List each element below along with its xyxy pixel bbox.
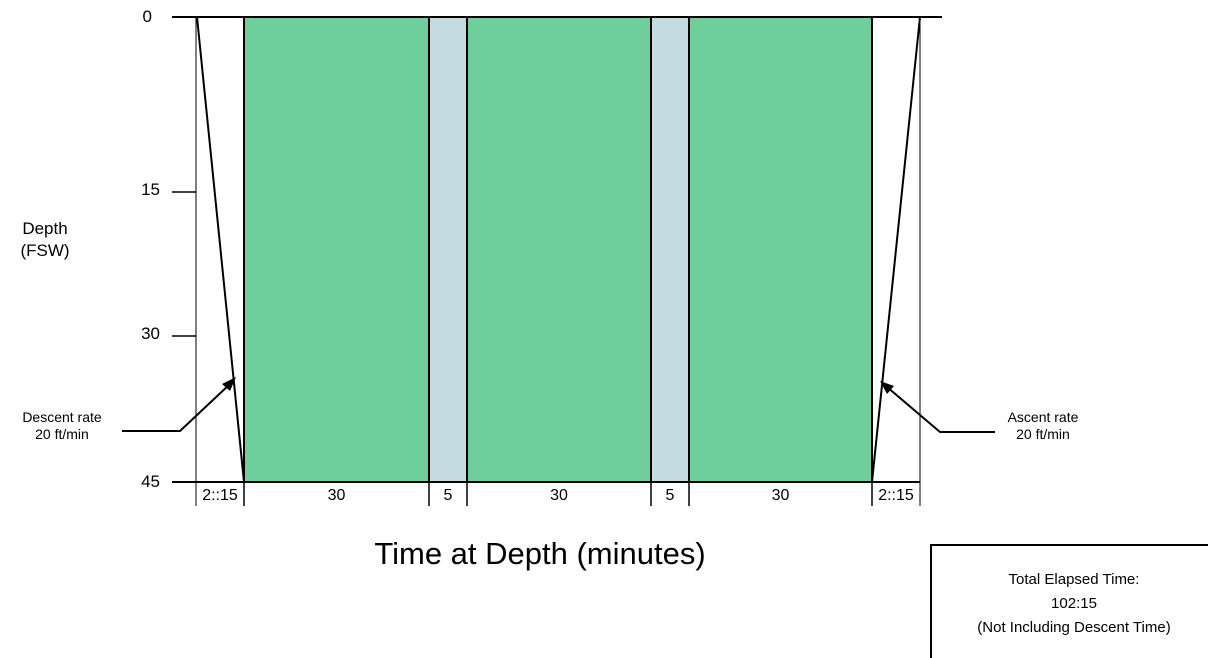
- descent-rate-note: Descent rate 20 ft/min: [2, 409, 122, 443]
- y-axis-label-line2: (FSW): [20, 241, 70, 260]
- summary-line2: 102:15: [1051, 595, 1097, 612]
- ascent-arrowhead: [880, 381, 894, 394]
- ascent-rate-line2: 20 ft/min: [1016, 426, 1070, 442]
- x-axis-label: Time at Depth (minutes): [374, 536, 706, 571]
- ascent-line: [871, 16, 921, 483]
- y-tick-label: 0: [142, 7, 152, 26]
- segment-label-ascent: 2::15: [878, 487, 914, 504]
- total-elapsed-time-box: Total Elapsed Time: 102:15 (Not Includin…: [930, 544, 1208, 658]
- summary-line1: Total Elapsed Time:: [1008, 571, 1140, 588]
- ascent-rate-note: Ascent rate 20 ft/min: [988, 409, 1098, 443]
- segment-label-descent: 2::15: [202, 487, 238, 504]
- ascent-arrow: [886, 386, 995, 433]
- y-tick-label: 45: [141, 472, 160, 491]
- break-block-2: [650, 16, 690, 483]
- y-axis-label-line1: Depth: [22, 219, 68, 238]
- descent-rate-line2: 20 ft/min: [35, 426, 89, 442]
- ascent-rate-line1: Ascent rate: [1007, 409, 1079, 425]
- segment-label-bottom: 30: [771, 487, 790, 504]
- summary-line3: (Not Including Descent Time): [977, 619, 1171, 636]
- y-axis-label: Depth (FSW): [0, 218, 90, 262]
- y-tick-label: 30: [141, 324, 160, 343]
- y-tick-label: 15: [141, 180, 160, 199]
- bottom-block-3: [688, 16, 873, 483]
- segment-label-bottom: 30: [550, 487, 568, 504]
- descent-arrow: [122, 383, 231, 432]
- bottom-block-1: [243, 16, 430, 483]
- bottom-block-2: [466, 16, 652, 483]
- descent-line: [196, 16, 245, 483]
- descent-arrowhead: [222, 377, 236, 391]
- segment-label-break: 5: [665, 487, 675, 504]
- break-block-1: [428, 16, 468, 483]
- descent-rate-line1: Descent rate: [22, 409, 102, 425]
- segment-label-break: 5: [443, 487, 453, 504]
- segment-label-bottom: 30: [327, 487, 346, 504]
